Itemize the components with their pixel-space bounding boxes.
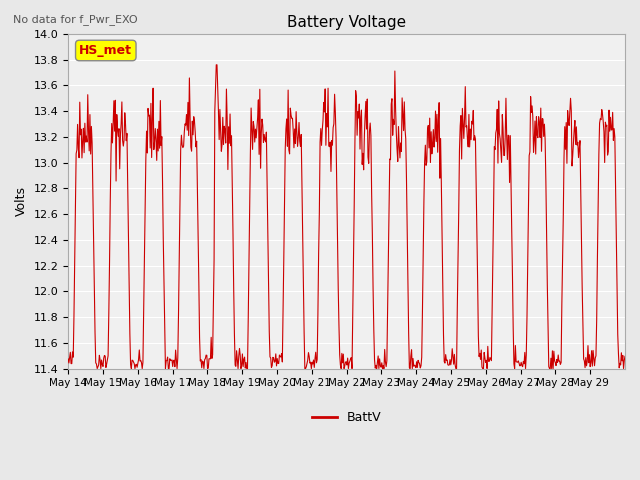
Y-axis label: Volts: Volts xyxy=(15,186,28,216)
Title: Battery Voltage: Battery Voltage xyxy=(287,15,406,30)
Text: HS_met: HS_met xyxy=(79,44,132,57)
Legend: BattV: BattV xyxy=(307,406,387,429)
Text: No data for f_Pwr_EXO: No data for f_Pwr_EXO xyxy=(13,14,138,25)
